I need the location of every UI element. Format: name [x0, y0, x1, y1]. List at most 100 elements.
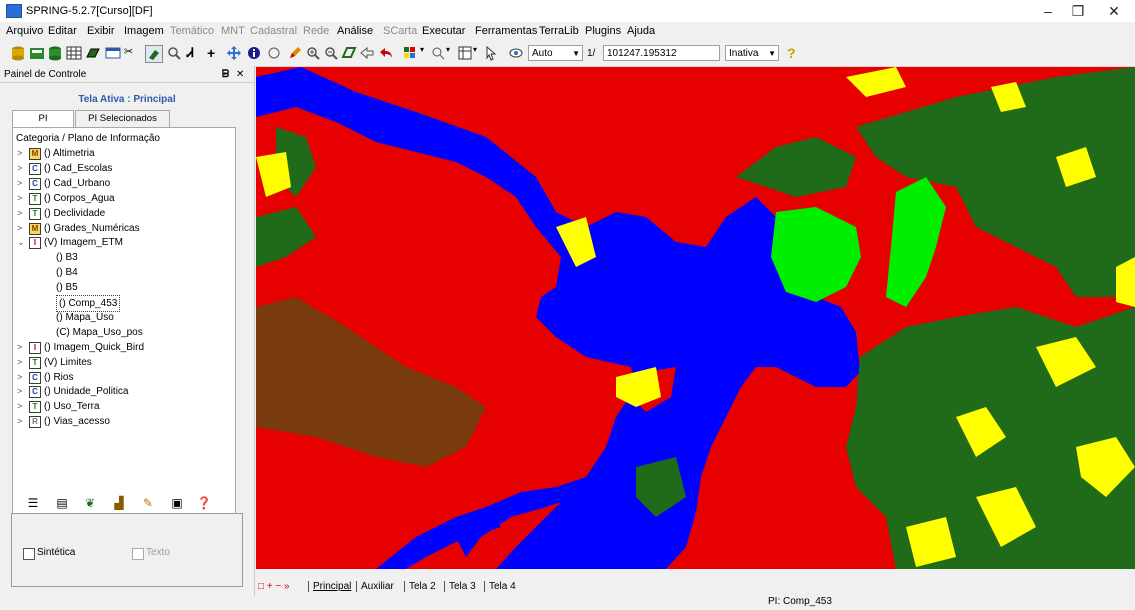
expand-chevron-icon[interactable]: >	[17, 371, 23, 382]
tree-child-item[interactable]: () Mapa_Uso	[13, 310, 233, 325]
expand-chevron-icon[interactable]: >	[17, 356, 23, 367]
menu-terralib[interactable]: TerraLib	[539, 25, 579, 37]
tree-category-item[interactable]: > T (V) Limites	[13, 355, 233, 370]
tab-tela-4[interactable]: Tela 4	[484, 581, 520, 592]
menu-ferramentas[interactable]: Ferramentas	[475, 25, 538, 37]
pin-icon[interactable]: ᗸ	[222, 69, 230, 80]
tree-category-item[interactable]: > C() Cad_Escolas	[13, 161, 233, 176]
menu-tematico[interactable]: Temático	[170, 25, 215, 37]
tab-pi-selecionados[interactable]: PI Selecionados	[75, 110, 170, 127]
tree-category-item[interactable]: > C() Cad_Urbano	[13, 176, 233, 191]
info-icon[interactable]	[246, 45, 262, 61]
table-dropdown-icon[interactable]: ▾	[473, 45, 478, 54]
expand-chevron-icon[interactable]: >	[17, 416, 23, 427]
tree-category-item[interactable]: > R() Vias_acesso	[13, 414, 233, 429]
menu-analise[interactable]: Análise	[337, 25, 374, 37]
palette-icon[interactable]	[402, 45, 418, 61]
tree-child-item[interactable]: (C) Mapa_Uso_pos	[13, 325, 233, 340]
tree-child-item[interactable]: () B5	[13, 280, 233, 295]
scissors-icon[interactable]: ✂	[124, 46, 134, 58]
tab-principal[interactable]: Principal	[308, 581, 355, 592]
table-icon[interactable]	[457, 45, 473, 61]
window-icon[interactable]	[105, 45, 121, 61]
synthetic-checkbox[interactable]	[23, 548, 35, 560]
menu-ajuda[interactable]: Ajuda	[627, 25, 656, 37]
help-icon[interactable]: ?	[787, 45, 796, 61]
panel-close-icon[interactable]: ✕	[236, 69, 245, 80]
tree-category-item[interactable]: > T() Uso_Terra	[13, 399, 233, 414]
map-canvas[interactable]	[256, 67, 1135, 569]
expand-chevron-icon[interactable]: >	[17, 401, 23, 412]
layer-icon[interactable]	[47, 45, 63, 61]
close-icon[interactable]: ✕	[1108, 3, 1120, 19]
leaf-icon[interactable]: ❦	[84, 496, 96, 510]
tree-category-item[interactable]: > C() Unidade_Politica	[13, 384, 233, 399]
chart-icon[interactable]: ▟	[114, 496, 124, 510]
select-icon[interactable]	[266, 45, 282, 61]
expand-chevron-icon[interactable]: >	[17, 341, 23, 352]
tree-child-item[interactable]: () Comp_453	[13, 295, 233, 312]
back-icon[interactable]	[359, 45, 375, 61]
tree-category-item[interactable]: > M() Grades_Numéricas	[13, 221, 233, 236]
screen-controls[interactable]: □ + − »	[258, 581, 290, 592]
table-view-icon[interactable]: ▤	[56, 496, 68, 510]
pencil-icon[interactable]	[287, 45, 303, 61]
menu-cadastral[interactable]: Cadastral	[250, 25, 298, 37]
minimize-icon[interactable]: –	[1044, 3, 1052, 19]
text-checkbox[interactable]	[132, 548, 144, 560]
list-icon[interactable]: ☰	[27, 496, 39, 510]
database-icon[interactable]	[10, 45, 26, 61]
expand-chevron-icon[interactable]: >	[17, 192, 23, 203]
eye-icon[interactable]	[508, 45, 524, 61]
menu-editar[interactable]: Editar	[48, 25, 77, 37]
menu-rede[interactable]: Rede	[303, 25, 330, 37]
plus-icon[interactable]: +	[207, 45, 216, 61]
menu-mnt[interactable]: MNT	[221, 25, 245, 37]
tree-child-item[interactable]: () B3	[13, 250, 233, 265]
tab-pi-disponiveis[interactable]: PI Disponíveis	[12, 110, 74, 140]
zoom-area-icon[interactable]	[341, 45, 357, 61]
measure-dropdown-icon[interactable]: ▾	[446, 45, 451, 54]
tree-category-item[interactable]: > I() Imagem_Quick_Bird	[13, 340, 233, 355]
project-icon[interactable]	[29, 45, 45, 61]
palette-dropdown-icon[interactable]: ▾	[420, 45, 425, 54]
expand-chevron-icon[interactable]: >	[17, 148, 23, 158]
expand-chevron-icon[interactable]: >	[17, 207, 23, 218]
tab-auxiliar[interactable]: Auxiliar	[356, 581, 398, 592]
help-panel-icon[interactable]: ❓	[196, 496, 212, 510]
tab-tela-2[interactable]: Tela 2	[404, 581, 440, 592]
grid-icon[interactable]	[66, 45, 82, 61]
zoom-mode-select[interactable]: Auto ▼	[528, 45, 583, 61]
tree-category-item[interactable]: > T() Corpos_Agua	[13, 191, 233, 206]
tree-child-item[interactable]: () B4	[13, 265, 233, 280]
measure-icon[interactable]	[430, 45, 446, 61]
menu-exibir[interactable]: Exibir	[87, 25, 115, 37]
undo-icon[interactable]	[378, 45, 394, 61]
menu-scarta[interactable]: SCarta	[383, 25, 418, 37]
zoom-out-icon[interactable]	[323, 45, 339, 61]
expand-chevron-icon[interactable]: >	[17, 222, 23, 233]
cursor-mode-select[interactable]: Inativa ▼	[725, 45, 779, 61]
draw-icon[interactable]	[145, 45, 163, 63]
tree-category-item[interactable]: > C() Rios	[13, 370, 233, 385]
menu-executar[interactable]: Executar	[422, 25, 466, 37]
pointer-plus-icon[interactable]	[484, 45, 500, 61]
pan-icon[interactable]	[226, 45, 242, 61]
expand-chevron-icon[interactable]: >	[17, 386, 23, 397]
menu-arquivo[interactable]: Arquivo	[6, 25, 44, 37]
pen-icon[interactable]: ✎	[142, 496, 154, 510]
window-list-icon[interactable]: ▣	[171, 496, 183, 510]
zoom-icon[interactable]	[166, 45, 182, 61]
tree-category-item[interactable]: > M() Altimetria	[13, 146, 233, 161]
menu-imagem[interactable]: Imagem	[124, 25, 164, 37]
zoom-in-icon[interactable]	[305, 45, 321, 61]
scale-input[interactable]: 101247.195312	[603, 45, 720, 61]
tab-tela-3[interactable]: Tela 3	[444, 581, 480, 592]
collapse-chevron-icon[interactable]: ⌄	[17, 237, 25, 248]
menu-plugins[interactable]: Plugins	[585, 25, 622, 37]
expand-chevron-icon[interactable]: >	[17, 162, 23, 173]
expand-chevron-icon[interactable]: >	[17, 177, 23, 188]
tree-category-item[interactable]: > T() Declividade	[13, 206, 233, 221]
tree-category-item[interactable]: ⌄ I (V) Imagem_ETM	[13, 235, 233, 250]
restore-icon[interactable]: ❐	[1071, 3, 1085, 19]
